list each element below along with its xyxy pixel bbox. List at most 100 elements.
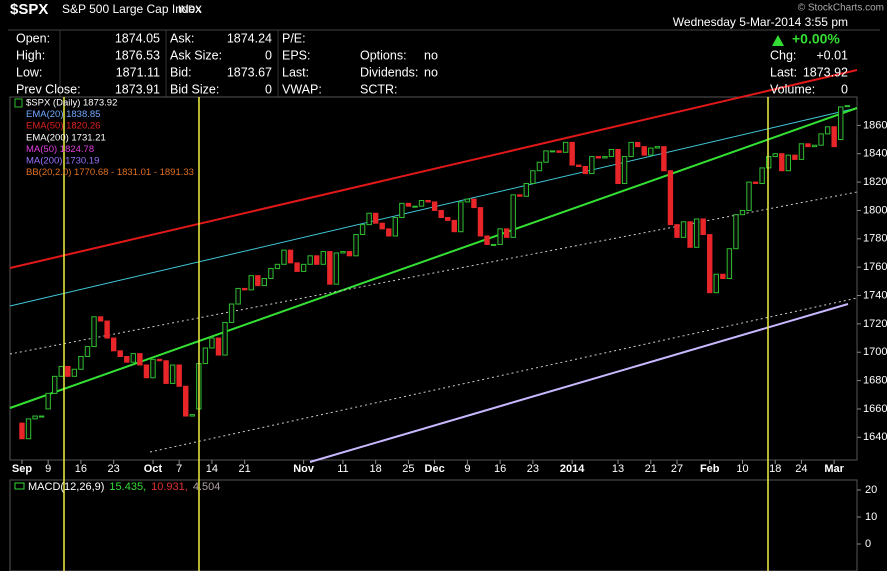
candle-body xyxy=(562,141,569,153)
macd-legend: MACD(12,26,9) xyxy=(28,481,104,493)
candle-body xyxy=(97,316,104,322)
candle-body xyxy=(353,234,359,257)
ma-line xyxy=(309,303,849,463)
candle-body xyxy=(255,275,261,287)
candle-body xyxy=(156,358,163,362)
candle-body xyxy=(667,170,674,226)
candle-body xyxy=(595,156,602,159)
x-tick-label: 23 xyxy=(108,463,120,475)
candle-body xyxy=(241,287,248,291)
x-tick-label: 11 xyxy=(337,463,348,475)
candle-body xyxy=(824,126,831,135)
candle-body xyxy=(38,415,45,418)
candle-body xyxy=(798,143,805,160)
quote-label: Open: xyxy=(16,31,50,45)
candle-body xyxy=(91,316,97,348)
price-panel xyxy=(9,96,858,461)
candle-body xyxy=(143,364,150,379)
candle-body xyxy=(235,287,241,305)
trend-line xyxy=(9,191,858,355)
candle-body xyxy=(484,235,490,245)
candle-body xyxy=(582,165,588,175)
candle-body xyxy=(503,228,510,238)
candle-body xyxy=(261,278,268,287)
quote-label: SCTR: xyxy=(360,82,398,96)
candle-body xyxy=(163,360,169,384)
candle-body xyxy=(641,146,647,156)
candle-body xyxy=(287,249,294,264)
candle-body xyxy=(300,263,307,272)
candle-body xyxy=(209,337,215,349)
candle-body xyxy=(648,147,654,156)
candle-body xyxy=(497,228,503,245)
candle-body xyxy=(785,154,792,172)
x-tick-label: 18 xyxy=(769,463,781,475)
candle-body xyxy=(772,153,778,158)
candle-body xyxy=(124,355,130,363)
candle-body xyxy=(32,415,38,420)
candle-body xyxy=(844,105,850,108)
macd-legend: 10.931, xyxy=(151,481,188,493)
candle-body xyxy=(372,212,379,224)
candle-body xyxy=(536,161,543,172)
candle-body xyxy=(543,150,549,163)
candle-body xyxy=(471,198,477,209)
quote-value: 0 xyxy=(265,48,272,62)
candle-body xyxy=(405,202,412,207)
y-tick-label: 1740 xyxy=(863,289,887,301)
y-tick-label: 10 xyxy=(865,511,877,523)
y-tick-label: 1840 xyxy=(863,148,887,160)
candle-body xyxy=(215,337,222,356)
candle-body xyxy=(130,353,137,363)
x-tick-label: Mar xyxy=(824,463,844,475)
candle-body xyxy=(621,156,628,184)
candle-body xyxy=(281,249,287,265)
candle-body xyxy=(228,303,235,323)
candle-body xyxy=(615,148,621,184)
legend-entry: EMA(50) 1820.26 xyxy=(26,121,100,132)
quote-value: 1871.11 xyxy=(116,65,160,79)
quote-label: Volume: xyxy=(770,82,815,96)
x-tick-label: Oct xyxy=(144,463,163,475)
macd-legend: 4.504 xyxy=(193,481,221,493)
candle-body xyxy=(576,164,582,167)
quote-label: Low: xyxy=(16,65,42,79)
macd-legend: 15.435, xyxy=(109,481,146,493)
candle-body xyxy=(366,212,372,226)
candle-body xyxy=(71,368,78,377)
y-tick-label: 1700 xyxy=(863,346,887,358)
quote-label: Chg: xyxy=(770,48,796,62)
candle-body xyxy=(150,358,156,379)
candle-body xyxy=(523,182,530,197)
candle-body xyxy=(25,418,32,440)
candle-body xyxy=(399,202,405,219)
quote-label: Dividends: xyxy=(360,65,418,79)
candle-body xyxy=(379,222,385,230)
quote-label: Bid: xyxy=(170,65,192,79)
candle-body xyxy=(713,273,719,294)
candle-body xyxy=(838,106,844,141)
quote-value: 1876.53 xyxy=(115,48,160,62)
candle-body xyxy=(189,414,195,417)
security-name: S&P 500 Large Cap Index xyxy=(62,2,201,16)
candle-body xyxy=(104,320,110,339)
x-tick-label: Nov xyxy=(293,463,315,475)
x-tick-label: Dec xyxy=(425,463,445,475)
candle-body xyxy=(176,364,182,387)
quote-label: Last: xyxy=(282,65,309,79)
candle-body xyxy=(602,156,608,159)
candle-body xyxy=(569,141,575,166)
y-tick-label: 1680 xyxy=(863,375,887,387)
quote-label: Ask Size: xyxy=(170,48,222,62)
legend-entry: MA(200) 1730.19 xyxy=(26,156,99,167)
candle-body xyxy=(340,251,346,254)
x-tick-label: Feb xyxy=(700,463,720,475)
trend-line xyxy=(149,297,858,453)
legend-entry: EMA(200) 1731.21 xyxy=(26,132,106,143)
candle-body xyxy=(274,263,281,270)
candle-body xyxy=(628,141,634,158)
x-tick-label: 14 xyxy=(206,463,218,475)
candle-body xyxy=(294,262,300,272)
quote-label: P/E: xyxy=(282,31,306,45)
